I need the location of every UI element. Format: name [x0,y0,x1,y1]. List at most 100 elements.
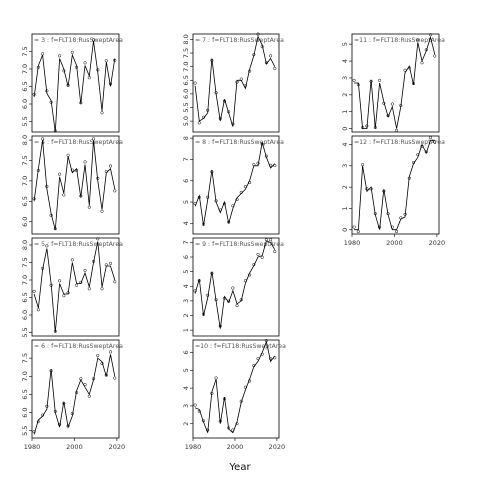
data-point [87,76,91,80]
x-tick-label: 1980 [24,443,41,451]
data-point [264,339,268,343]
data-point [256,161,260,165]
data-point [104,263,108,267]
data-point [87,205,91,209]
y-tick-label: 6 [182,255,190,259]
y-tick-label: 4 [341,59,349,63]
data-point [75,65,79,69]
panel-8: = 8 : f=FLT18:RusSweptArea 4 5 6 7 8 [182,135,284,235]
y-tick-label: 3 [182,404,190,408]
data-point [100,209,104,213]
data-point [79,377,83,381]
data-point [399,103,403,108]
data-point [32,430,36,434]
y-tick-label: 8.0 [21,240,29,250]
y-tick-label: 6 [182,179,190,183]
data-point [390,102,394,106]
series-line [33,354,116,435]
data-point [264,61,268,65]
data-point [365,187,369,191]
data-point [227,220,231,224]
panel-12: =12 : f=FLT18:RusSweptArea 0 1 2 3 4 1980 2000 2… [341,135,445,247]
data-point [235,304,239,308]
y-tick-label: 5.5 [21,116,29,126]
y-tick-label: 6.5 [182,75,190,85]
y-tick-label: 1 [341,110,349,114]
data-point [91,377,96,381]
data-point [386,212,390,216]
data-point [58,279,62,283]
data-point [36,168,40,172]
y-tick-label: 4 [182,386,190,390]
data-point [222,202,227,206]
data-point [273,66,277,70]
panel-10: =10 : f=FLT18:RusSweptArea 2 3 4 5 6 1980 2000 2… [182,339,286,451]
data-point [197,279,201,283]
data-point [113,280,117,284]
x-tick-label: 1980 [185,443,202,451]
data-point [32,197,36,201]
data-point [411,81,416,86]
y-tick-label: 5 [182,270,190,274]
data-point [269,357,273,361]
series-line [354,139,435,231]
data-point [227,426,231,430]
panel-frame [31,33,120,133]
data-point [62,69,66,73]
y-tick-label: 2 [341,185,349,189]
data-point [193,403,197,407]
series-line [33,140,116,230]
y-tick-label: 6.0 [21,407,29,417]
data-point [252,364,256,368]
data-point [58,422,62,427]
panel-title: =12 : f=FLT18:RusSweptArea [354,139,445,146]
data-point [53,329,57,333]
panel-7: = 7 : f=FLT18:RusSweptArea 5.0 5.5 6.0 6.5 7.… [182,32,284,133]
data-point [201,222,206,226]
data-point [96,68,100,72]
y-tick-label: 6 [182,350,190,354]
data-point [210,170,214,174]
data-point [193,81,197,85]
x-tick-label: 1980 [344,239,361,247]
panel-frame [351,135,440,235]
data-point [36,65,40,69]
data-point [373,212,377,216]
series-line [194,35,276,127]
y-tick-label: 3 [341,76,349,80]
data-point [66,153,70,157]
data-point [41,413,45,417]
data-point [49,213,53,217]
panel-6: = 6 : f=FLT18:RusSweptArea 5.5 6.0 6.5 7.0 7.… [21,339,125,451]
data-point [235,197,239,202]
y-tick-label: 3 [341,164,349,168]
panel-title: =10 : f=FLT18:RusSweptArea [195,343,286,350]
data-point [49,283,53,287]
panel-title: = 9 : f=FLT18:RusSweptArea [195,241,284,248]
data-point [433,140,437,144]
data-point [352,225,356,229]
y-tick-label: 6.5 [21,81,29,91]
data-point [53,409,57,413]
data-point [218,324,222,328]
series-line [194,240,276,329]
data-point [62,193,66,197]
panel-title: = 3 : f=FLT18:RusSweptArea [34,37,123,44]
y-tick-label: 0 [341,228,349,232]
y-tick-label: 5 [182,200,190,204]
data-point [193,202,197,206]
data-point [239,190,243,194]
data-point [100,287,104,291]
data-point [420,144,424,148]
data-point [104,373,108,377]
series-line [194,340,276,434]
data-point [210,271,214,275]
data-point [96,353,100,358]
panel-9: = 9 : f=FLT18:RusSweptArea 1 2 3 4 5 6 7 [182,237,284,337]
data-point [399,216,403,220]
data-point [235,80,239,84]
y-tick-label: 1 [341,206,349,210]
data-point [256,252,260,256]
y-tick-label: 5.0 [182,116,190,126]
